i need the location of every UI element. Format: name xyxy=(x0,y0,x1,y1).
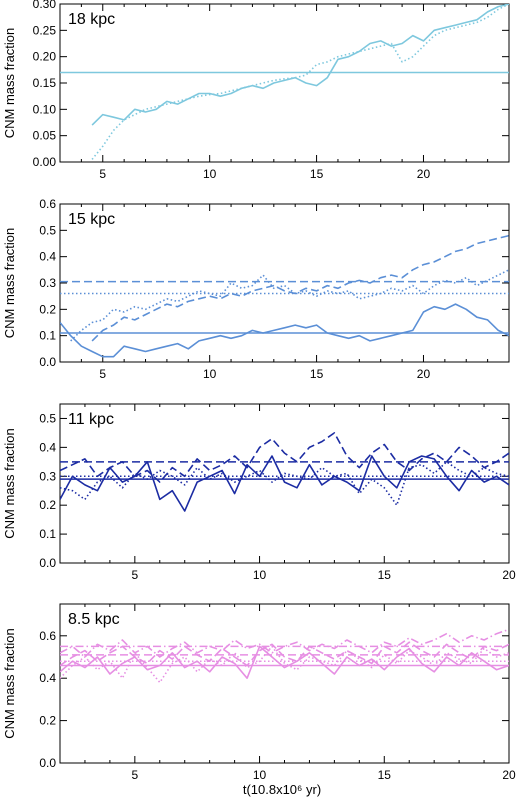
panel-4: 5 10 15 20 0.0 0.2 0.4 0.6 CNM mass fraction 8.5 … xyxy=(2,603,516,782)
series-solid xyxy=(60,455,509,512)
series-dashed xyxy=(60,432,509,483)
y-tick-label: 0.4 xyxy=(39,671,56,685)
x-axis-label: t(10.8x10⁶ yr) xyxy=(243,782,321,797)
y-tick-label: 0.30 xyxy=(33,0,57,11)
panel-label: 8.5 kpc xyxy=(68,611,120,628)
x-tick-label: 15 xyxy=(310,367,324,381)
series-solid xyxy=(60,303,509,358)
x-tick-label: 20 xyxy=(417,367,431,381)
y-tick-label: 0.1 xyxy=(39,329,56,343)
y-axis-label: CNM mass fraction xyxy=(2,228,17,339)
x-tick-label: 5 xyxy=(99,167,106,181)
plot-frame xyxy=(59,403,510,564)
y-tick-label: 0.25 xyxy=(33,23,57,37)
plot-frame xyxy=(59,203,510,363)
y-tick-label: 0.05 xyxy=(33,129,57,143)
plot-area xyxy=(60,432,509,512)
y-tick-label: 0.2 xyxy=(39,302,56,316)
y-axis-label: CNM mass fraction xyxy=(2,628,17,739)
y-tick-label: 0.0 xyxy=(39,756,56,770)
panel-label: 18 kpc xyxy=(68,11,115,28)
series-solid xyxy=(91,4,509,126)
panel-2: 5 10 15 20 0.0 0.1 0.2 0.3 0.4 0.5 0.6 CNM mass fra… xyxy=(2,197,510,381)
series-dashed xyxy=(60,641,509,667)
panel-3: 5 10 15 20 0.0 0.1 0.2 0.3 0.4 0.5 CNM mass fracti… xyxy=(2,403,516,582)
y-tick-label: 0.2 xyxy=(39,498,56,512)
x-tick-label: 5 xyxy=(99,367,106,381)
y-tick-label: 0.6 xyxy=(39,629,56,643)
series-dotted xyxy=(91,4,509,160)
y-tick-label: 0.0 xyxy=(39,355,56,369)
y-tick-label: 0.20 xyxy=(33,50,57,64)
y-tick-label: 0.4 xyxy=(39,440,56,454)
series-dotted xyxy=(60,645,509,684)
x-tick-label: 10 xyxy=(253,768,267,782)
y-tick-label: 0.5 xyxy=(39,223,56,237)
y-tick-label: 0.0 xyxy=(39,556,56,570)
y-axis-label: CNM mass fraction xyxy=(2,28,17,139)
plot-area xyxy=(60,4,509,160)
y-tick-label: 0.3 xyxy=(39,276,56,290)
plot-area xyxy=(60,234,509,358)
y-tick-label: 0.10 xyxy=(33,102,57,116)
x-tick-label: 5 xyxy=(131,768,138,782)
y-tick-label: 0.15 xyxy=(33,76,57,90)
x-tick-label: 10 xyxy=(203,167,217,181)
plot-area xyxy=(60,628,509,684)
x-tick-label: 15 xyxy=(378,768,392,782)
x-tick-label: 15 xyxy=(378,568,392,582)
x-tick-label: 10 xyxy=(253,568,267,582)
y-tick-label: 0.1 xyxy=(39,527,56,541)
y-tick-label: 0.2 xyxy=(39,714,56,728)
series-dotted xyxy=(60,460,509,507)
y-axis-label: CNM mass fraction xyxy=(2,428,17,539)
panel-1: 5 10 15 20 0.00 0.05 0.10 0.15 0.20 0.25 0.30 CNM m… xyxy=(2,0,510,181)
x-tick-label: 20 xyxy=(502,568,516,582)
x-tick-label: 5 xyxy=(131,568,138,582)
x-tick-label: 20 xyxy=(502,768,516,782)
y-tick-label: 0.5 xyxy=(39,411,56,425)
x-tick-label: 10 xyxy=(203,367,217,381)
panel-label: 11 kpc xyxy=(68,411,114,428)
panel-label: 15 kpc xyxy=(68,211,115,228)
y-tick-label: 0.4 xyxy=(39,250,56,264)
plot-frame xyxy=(59,603,510,764)
x-tick-label: 20 xyxy=(417,167,431,181)
y-tick-label: 0.3 xyxy=(39,469,56,483)
y-tick-label: 0.6 xyxy=(39,197,56,211)
series-dotted xyxy=(70,269,509,342)
series-dashed xyxy=(91,234,509,342)
series-dashdot xyxy=(60,628,509,658)
y-tick-label: 0.00 xyxy=(33,155,57,169)
x-tick-label: 15 xyxy=(310,167,324,181)
